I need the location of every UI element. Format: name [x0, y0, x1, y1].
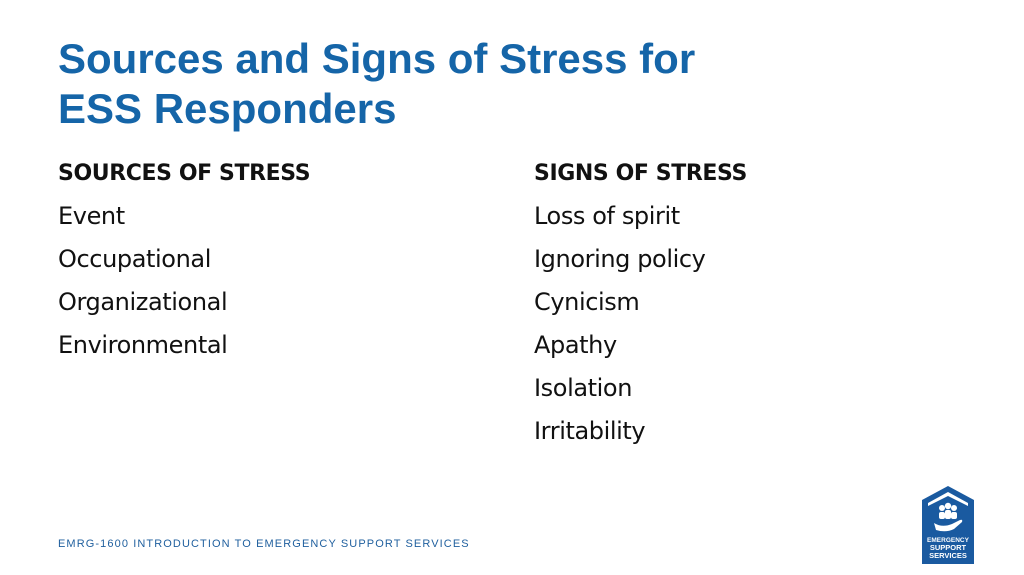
- sources-item-organizational: Organizational: [58, 288, 228, 316]
- signs-column: SIGNS OF STRESS Loss of spirit Ignoring …: [534, 152, 954, 453]
- sources-list: Event Occupational Organizational Enviro…: [58, 195, 478, 367]
- signs-item-ignoring-policy: Ignoring policy: [534, 245, 706, 273]
- signs-list: Loss of spirit Ignoring policy Cynicism …: [534, 195, 954, 453]
- home-people-hand-icon: [922, 486, 974, 564]
- signs-item-apathy: Apathy: [534, 331, 617, 359]
- signs-item-isolation: Isolation: [534, 374, 633, 402]
- logo-text-line-3: SERVICES: [929, 551, 967, 560]
- slide-title-line-2: ESS Responders: [58, 85, 397, 132]
- sources-item-occupational: Occupational: [58, 245, 211, 273]
- sources-item-event: Event: [58, 202, 125, 230]
- logo-text-line-2: SUPPORT: [929, 543, 967, 552]
- logo-text-line-1: EMERGENCY: [927, 537, 969, 544]
- signs-item-cynicism: Cynicism: [534, 288, 640, 316]
- ess-logo: EMERGENCY SUPPORT SERVICES: [922, 486, 974, 564]
- signs-heading: SIGNS OF STRESS: [534, 161, 747, 186]
- slide-title: Sources and Signs of Stress for ESS Resp…: [58, 34, 818, 134]
- footer-course-title: EMRG-1600 INTRODUCTION TO EMERGENCY SUPP…: [58, 538, 470, 550]
- signs-item-irritability: Irritability: [534, 417, 646, 445]
- sources-heading: SOURCES OF STRESS: [58, 161, 311, 186]
- signs-item-loss-of-spirit: Loss of spirit: [534, 202, 680, 230]
- sources-column: SOURCES OF STRESS Event Occupational Org…: [58, 152, 478, 367]
- slide-title-line-1: Sources and Signs of Stress for: [58, 35, 696, 82]
- sources-item-environmental: Environmental: [58, 331, 228, 359]
